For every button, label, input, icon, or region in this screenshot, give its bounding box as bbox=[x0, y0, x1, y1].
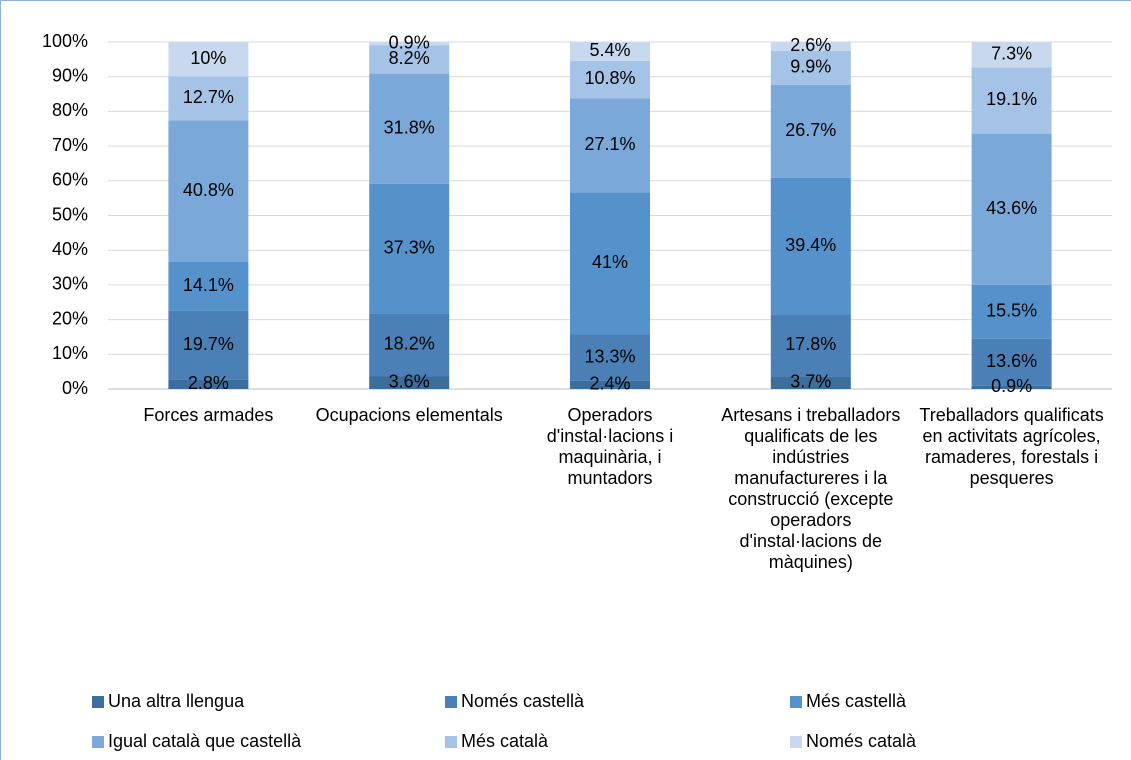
data-label: 19.7% bbox=[183, 334, 234, 354]
data-label: 9.9% bbox=[790, 57, 831, 77]
x-tick-label: Forces armades bbox=[143, 405, 274, 425]
data-label: 26.7% bbox=[785, 120, 836, 140]
legend-label: Més castellà bbox=[806, 691, 907, 711]
legend-item: Més català bbox=[445, 731, 548, 752]
data-label: 43.6% bbox=[986, 198, 1037, 218]
bar-segment bbox=[369, 73, 450, 184]
y-tick-label: 10% bbox=[52, 343, 88, 363]
data-label: 37.3% bbox=[384, 237, 435, 257]
y-tick-label: 80% bbox=[52, 100, 88, 120]
bar-segment bbox=[770, 85, 851, 178]
y-tick-label: 20% bbox=[52, 308, 88, 328]
y-tick-label: 40% bbox=[52, 239, 88, 259]
bar-segment bbox=[570, 60, 650, 99]
data-label: 18.2% bbox=[384, 334, 435, 354]
bar-segment bbox=[570, 42, 650, 61]
bar-segment bbox=[971, 133, 1052, 285]
bar-segment bbox=[369, 376, 450, 389]
x-tick-label: Treballadors qualificats en activitats a… bbox=[919, 405, 1104, 488]
bar-segment bbox=[570, 334, 650, 381]
data-label: 40.8% bbox=[183, 180, 234, 200]
data-label: 39.4% bbox=[785, 235, 836, 255]
bar-segment bbox=[168, 76, 249, 121]
data-label: 14.1% bbox=[183, 275, 234, 295]
data-label: 10% bbox=[190, 48, 226, 68]
legend-swatch bbox=[92, 735, 104, 748]
legend-label: Més català bbox=[461, 731, 549, 751]
data-label: 41% bbox=[592, 252, 628, 272]
y-tick-label: 30% bbox=[52, 274, 88, 294]
legend-swatch bbox=[445, 695, 457, 708]
legend-item: Més castellà bbox=[790, 691, 906, 712]
legend-item: Igual català que castellà bbox=[92, 731, 301, 752]
legend-item: Només català bbox=[790, 731, 916, 752]
bar-segment bbox=[570, 192, 650, 335]
bar-segment bbox=[168, 41, 249, 77]
data-label: 19.1% bbox=[986, 89, 1037, 109]
y-tick-label: 50% bbox=[52, 204, 88, 224]
data-label: 15.5% bbox=[986, 301, 1037, 321]
legend-swatch bbox=[92, 695, 104, 708]
bar-segment bbox=[570, 98, 650, 193]
bar-segment bbox=[168, 310, 249, 380]
bar-segment bbox=[971, 338, 1052, 386]
y-tick-label: 0% bbox=[62, 378, 88, 398]
bar-segment bbox=[971, 67, 1052, 134]
data-label: 2.8% bbox=[188, 373, 229, 393]
data-label: 13.3% bbox=[584, 346, 635, 366]
bar-segment bbox=[770, 41, 851, 51]
legend-item: Només castellà bbox=[445, 691, 584, 712]
legend-label: Només castellà bbox=[461, 691, 585, 711]
bar-segment bbox=[770, 177, 851, 315]
bar-segment bbox=[168, 120, 249, 262]
data-label: 12.7% bbox=[183, 87, 234, 107]
data-label: 31.8% bbox=[384, 118, 435, 138]
bar-segment bbox=[770, 314, 851, 377]
data-label: 17.8% bbox=[785, 334, 836, 354]
bar-segment bbox=[971, 385, 1052, 389]
bar-segment bbox=[369, 313, 450, 377]
bar-segment bbox=[369, 183, 450, 314]
legend-label: Només català bbox=[806, 731, 917, 751]
legend-item: Una altra llengua bbox=[92, 691, 244, 712]
data-label: 2.6% bbox=[790, 35, 831, 55]
data-label: 3.6% bbox=[389, 372, 430, 392]
y-tick-label: 90% bbox=[52, 65, 88, 85]
y-tick-label: 70% bbox=[52, 135, 88, 155]
legend-label: Una altra llengua bbox=[108, 691, 245, 711]
bar-segment bbox=[770, 50, 851, 86]
data-label: 5.4% bbox=[589, 40, 630, 60]
bar-segment bbox=[971, 42, 1052, 68]
data-label: 7.3% bbox=[991, 43, 1032, 63]
x-tick-label: Artesans i treballadors qualificats de l… bbox=[721, 405, 901, 572]
bar-segment bbox=[168, 379, 249, 389]
data-label: 3.7% bbox=[790, 371, 831, 391]
bar-segment bbox=[570, 380, 650, 389]
bar-segment bbox=[971, 284, 1052, 339]
x-tick-label: Ocupacions elementals bbox=[315, 405, 503, 425]
legend-label: Igual català que castellà bbox=[108, 731, 302, 751]
bar-segment bbox=[168, 261, 249, 311]
data-label: 0.9% bbox=[389, 32, 430, 52]
data-label: 2.4% bbox=[589, 374, 630, 394]
bar-segment bbox=[369, 45, 450, 74]
y-tick-label: 60% bbox=[52, 170, 88, 190]
legend-swatch bbox=[790, 735, 802, 748]
data-label: 27.1% bbox=[584, 134, 635, 154]
legend-swatch bbox=[445, 735, 457, 748]
y-tick-label: 100% bbox=[42, 31, 88, 51]
data-label: 13.6% bbox=[986, 351, 1037, 371]
data-label: 0.9% bbox=[991, 376, 1032, 396]
x-tick-label: Operadors d'instal·lacions i maquinària,… bbox=[546, 405, 674, 488]
data-label: 8.2% bbox=[389, 48, 430, 68]
legend-swatch bbox=[790, 695, 802, 708]
bar-segment bbox=[770, 376, 851, 389]
bar-segment bbox=[369, 42, 450, 46]
data-label: 10.8% bbox=[584, 68, 635, 88]
